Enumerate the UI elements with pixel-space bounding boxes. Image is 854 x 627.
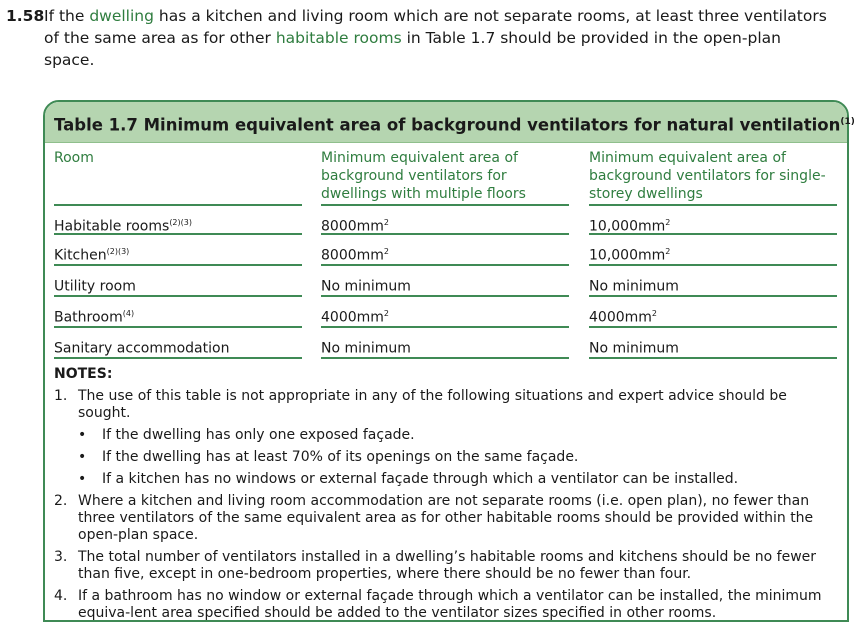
note-bullet: • If the dwelling has only one exposed fa… [78,427,415,443]
note-bullet: • If the dwelling has at least 70% of its… [78,449,579,465]
row-divider [589,233,837,235]
row-divider [589,326,837,328]
note-bullet: • If a kitchen has no windows or external… [78,471,739,487]
cell-multi-floor: No minimum [321,278,411,295]
link-habitable-rooms[interactable]: habitable rooms [275,29,402,47]
row-divider [54,295,302,297]
note-1: 1. The use of this table is not appropria… [54,388,787,421]
cell-single-storey: No minimum [589,340,679,357]
notes: NOTES: 1. The use of this table is not ap… [54,366,834,627]
cell-room: Bathroom(4) [54,309,135,326]
column-header: Room [54,150,94,166]
cell-single-storey: No minimum [589,278,679,295]
paragraph-number: 1.58 [6,7,45,25]
row-divider [321,204,569,206]
cell-multi-floor: 4000mm2 [321,309,389,326]
cell-room: Sanitary accommodation [54,340,230,357]
note-2: 2. Where a kitchen and living room accomm… [54,493,814,543]
note-4: 4. If a bathroom has no window or externa… [54,588,822,621]
table-1-7: Table 1.7 Minimum equivalent area of bac… [43,100,854,622]
row-divider [321,295,569,297]
cell-multi-floor: 8000mm2 [321,218,389,235]
cell-room: Habitable rooms(2)(3) [54,218,192,235]
text: in Table 1.7 should be provided in the o… [44,29,781,69]
cell-single-storey: 10,000mm2 [589,218,671,235]
cell-multi-floor: 8000mm2 [321,247,389,264]
table-title: Table 1.7 Minimum equivalent area of bac… [45,102,854,143]
row-divider [54,357,302,359]
cell-single-storey: 4000mm2 [589,309,657,326]
text: If the [44,7,90,25]
row-divider [54,233,302,235]
cell-multi-floor: No minimum [321,340,411,357]
row-divider [321,357,569,359]
cell-single-storey: 10,000mm2 [589,247,671,264]
link-dwelling[interactable]: dwelling [89,7,154,25]
row-divider [589,357,837,359]
note-3: 3. The total number of ventilators instal… [54,549,817,582]
row-divider [589,295,837,297]
column-header: Minimum equivalent area of background ve… [589,150,826,202]
row-divider [54,204,302,206]
row-divider [54,264,302,266]
row-divider [321,264,569,266]
notes-heading: NOTES: [54,366,113,382]
row-divider [54,326,302,328]
row-divider [321,326,569,328]
cell-room: Utility room [54,278,136,295]
paragraph-1-58: 1.58 If the dwelling has a kitchen and l… [6,5,836,71]
column-header: Minimum equivalent area of background ve… [321,150,526,202]
row-divider [589,204,837,206]
row-divider [321,233,569,235]
cell-room: Kitchen(2)(3) [54,247,130,264]
row-divider [589,264,837,266]
text: has a kitchen and living room which are … [44,7,827,47]
